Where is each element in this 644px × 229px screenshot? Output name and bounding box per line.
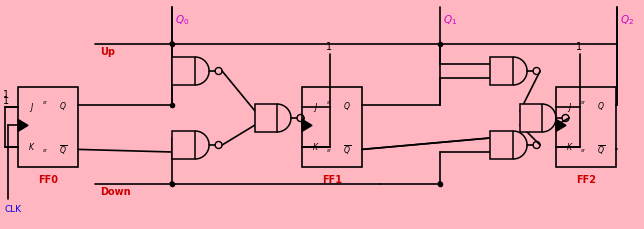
Text: K: K	[313, 143, 317, 152]
Text: FF2: FF2	[576, 174, 596, 184]
Text: FF1: FF1	[322, 174, 342, 184]
Text: $Q_2$: $Q_2$	[620, 13, 634, 27]
Text: $\it{Q}$: $\it{Q}$	[343, 99, 351, 111]
Text: ar: ar	[327, 147, 332, 152]
Text: J: J	[30, 103, 32, 112]
Text: ar: ar	[580, 147, 585, 152]
Text: 1: 1	[576, 42, 582, 52]
Text: CLK: CLK	[4, 204, 21, 213]
Text: ar: ar	[43, 147, 48, 152]
Bar	[255, 105, 277, 132]
Text: ar: ar	[580, 99, 585, 104]
Bar	[172, 131, 195, 159]
Polygon shape	[556, 120, 566, 132]
Text: 1: 1	[326, 42, 332, 52]
Polygon shape	[302, 120, 312, 132]
Bar	[490, 131, 513, 159]
Polygon shape	[18, 120, 28, 132]
Text: FF0: FF0	[38, 174, 58, 184]
Text: Down: Down	[100, 186, 131, 196]
Text: $\overline{Q}$: $\overline{Q}$	[343, 143, 351, 156]
Text: Up: Up	[100, 47, 115, 57]
Bar	[18, 88, 78, 167]
Text: $\overline{Q}$: $\overline{Q}$	[597, 143, 605, 156]
Text: ar: ar	[327, 99, 332, 104]
Bar	[172, 58, 195, 86]
Bar	[556, 88, 616, 167]
Text: J: J	[314, 103, 316, 112]
Text: K: K	[567, 143, 572, 152]
Text: $\it{Q}$: $\it{Q}$	[59, 99, 67, 111]
Text: $\overline{Q}$: $\overline{Q}$	[59, 143, 67, 156]
Text: 1: 1	[3, 90, 9, 100]
Bar	[520, 105, 542, 132]
Text: J: J	[568, 103, 571, 112]
Text: $Q_1$: $Q_1$	[443, 13, 457, 27]
Bar	[302, 88, 362, 167]
Text: $Q_0$: $Q_0$	[175, 13, 189, 27]
Bar	[490, 58, 513, 86]
Text: K: K	[29, 143, 33, 152]
Text: ar: ar	[43, 99, 48, 104]
Text: $\it{Q}$: $\it{Q}$	[597, 99, 605, 111]
Text: 1: 1	[3, 95, 9, 106]
